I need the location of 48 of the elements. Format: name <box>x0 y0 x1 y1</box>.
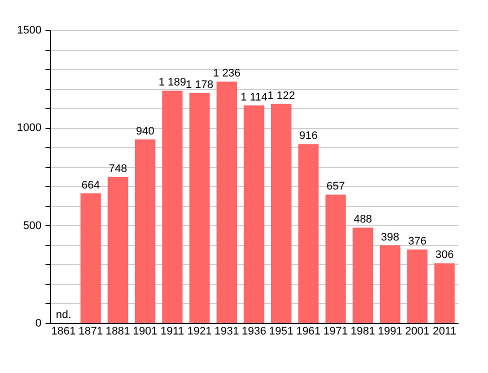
bar <box>380 245 400 323</box>
data-label: 664 <box>82 179 100 192</box>
x-tick-label: 1951 <box>268 326 294 338</box>
y-tick-label: 1500 <box>17 24 42 36</box>
y-tick-label: 500 <box>23 220 42 232</box>
x-tick-label: 1991 <box>378 326 402 338</box>
x-tick-label: 1861 <box>51 326 76 338</box>
bar <box>216 82 237 323</box>
bar <box>271 104 292 323</box>
y-tick-label: 1000 <box>17 122 42 134</box>
bar <box>325 194 346 323</box>
bar <box>298 144 319 323</box>
x-tick-label: 1881 <box>106 326 130 338</box>
x-tick-label: 1901 <box>132 326 158 338</box>
data-label: 1 189 <box>158 76 186 89</box>
data-label: 1 178 <box>186 78 214 91</box>
bar <box>407 250 428 323</box>
data-label: 1 122 <box>267 90 295 102</box>
data-label: 376 <box>408 236 426 248</box>
data-label: 1 236 <box>213 68 241 80</box>
text: nd. <box>56 309 72 321</box>
bar <box>108 176 128 323</box>
x-tick-label: 1921 <box>187 326 212 338</box>
bar <box>189 92 210 323</box>
x-tick-label: 1936 <box>242 326 266 338</box>
data-label: 748 <box>108 162 128 175</box>
data-label: 916 <box>299 130 318 142</box>
x-tick-label: 1871 <box>78 326 103 338</box>
x-tick-label: 1981 <box>350 326 376 338</box>
x-tick-label: 2001 <box>405 326 430 338</box>
data-label: 306 <box>435 249 454 262</box>
data-label: 398 <box>380 231 400 244</box>
x-tick-label: 1911 <box>160 326 184 338</box>
bar <box>244 105 264 323</box>
x-tick-label: 1931 <box>214 326 240 338</box>
x-tick-label: 1961 <box>296 326 321 338</box>
x-tick-label: 2011 <box>432 326 456 338</box>
x-tick-label: 1971 <box>323 326 348 338</box>
bar <box>352 228 374 323</box>
data-label: 488 <box>354 214 372 226</box>
data-label: 940 <box>136 125 154 138</box>
bar <box>162 90 183 323</box>
data-label: 657 <box>326 180 345 193</box>
bar <box>434 263 455 323</box>
y-tick-label: 0 <box>35 318 42 330</box>
bar <box>134 139 156 323</box>
data-label: 1 114 <box>240 91 268 104</box>
bar <box>80 193 101 323</box>
